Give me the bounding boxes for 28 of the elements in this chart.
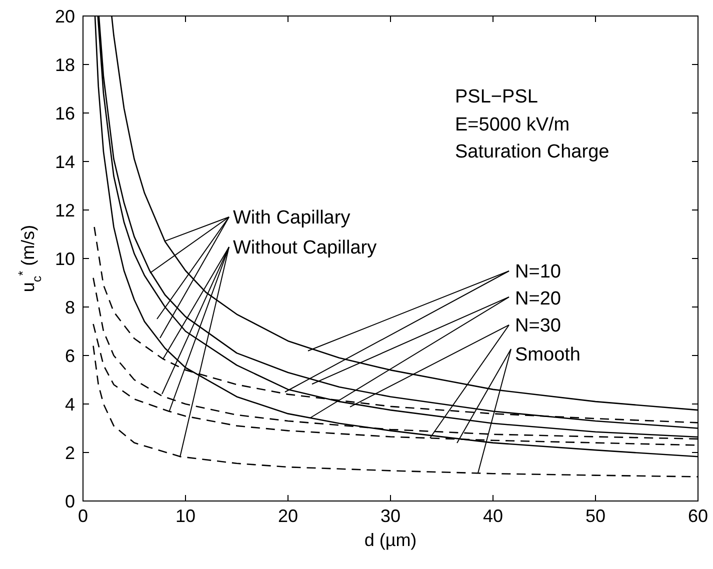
annotation: N=30 <box>515 316 561 336</box>
x-tick-label: 40 <box>482 506 504 526</box>
x-tick-label: 0 <box>78 506 88 526</box>
y-tick-label: 6 <box>64 346 75 366</box>
annotation: Smooth <box>515 344 580 366</box>
x-tick-label: 10 <box>175 506 196 526</box>
y-tick-label: 0 <box>64 491 75 512</box>
y-tick-label: 4 <box>64 394 75 414</box>
annotation: N=20 <box>515 288 561 310</box>
y-tick-label: 18 <box>54 54 75 75</box>
annotation: N=10 <box>515 262 561 282</box>
annotation: Saturation Charge <box>455 142 610 162</box>
x-tick-label: 30 <box>380 506 401 526</box>
y-tick-label: 8 <box>64 297 75 318</box>
annotation: Without Capillary <box>233 238 378 258</box>
annotation: With Capillary <box>233 208 351 228</box>
y-tick-label: 14 <box>54 152 75 172</box>
x-tick-label: 60 <box>688 506 708 526</box>
x-axis-title: d (µm) <box>364 530 417 550</box>
annotation: PSL−PSL <box>455 86 538 108</box>
x-tick-label: 20 <box>278 506 298 526</box>
x-tick-label: 50 <box>585 506 606 526</box>
y-tick-label: 20 <box>54 6 75 26</box>
y-tick-label: 10 <box>54 248 75 269</box>
y-tick-label: 16 <box>54 103 75 124</box>
annotation: E=5000 kV/m <box>455 114 570 136</box>
y-tick-label: 12 <box>54 200 75 220</box>
y-tick-label: 2 <box>64 442 75 463</box>
